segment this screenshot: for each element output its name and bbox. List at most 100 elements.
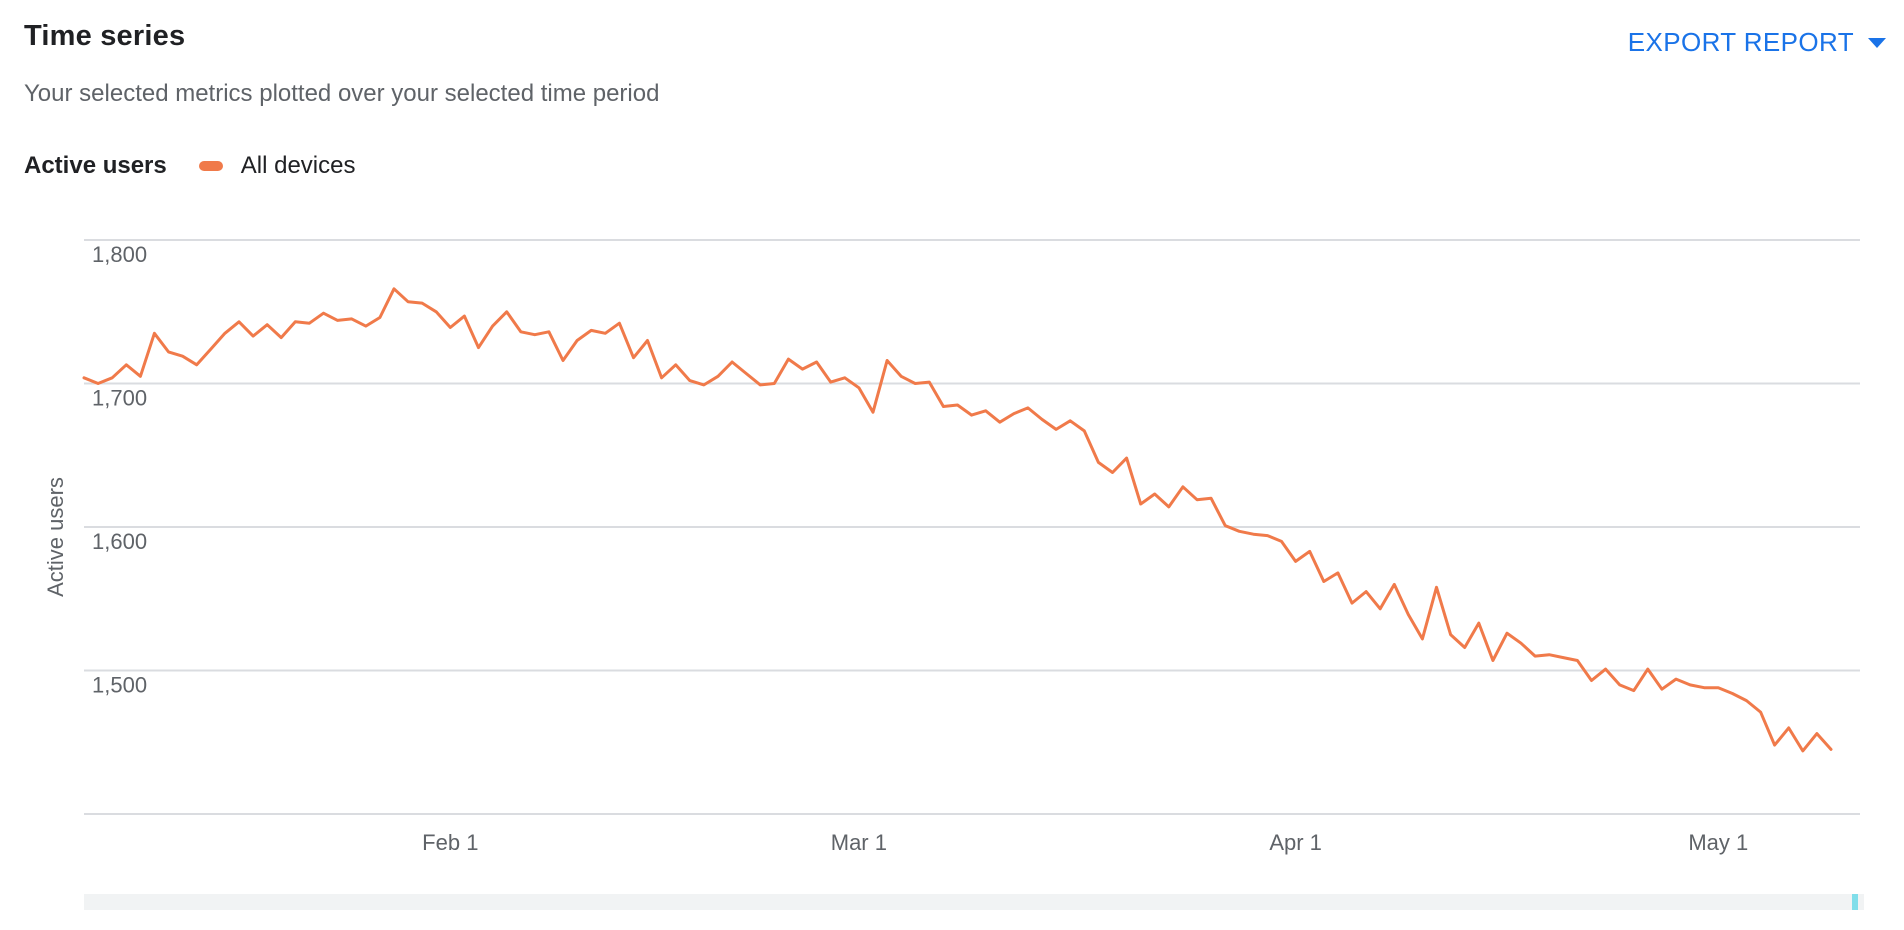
data-point xyxy=(1745,699,1748,702)
data-point xyxy=(984,409,987,412)
data-point xyxy=(688,379,691,382)
data-point xyxy=(942,405,945,408)
data-point xyxy=(1012,412,1016,415)
data-point xyxy=(829,380,832,384)
data-point xyxy=(280,336,283,339)
data-point xyxy=(843,376,846,379)
data-point xyxy=(1336,571,1340,575)
legend-metric-label: Active users xyxy=(24,152,167,179)
data-point xyxy=(1111,471,1114,474)
data-point xyxy=(1350,601,1354,605)
data-point xyxy=(674,363,677,366)
data-point xyxy=(1393,583,1396,586)
data-point xyxy=(1660,688,1664,691)
data-point xyxy=(1238,530,1241,533)
data-point xyxy=(1054,428,1058,431)
data-point xyxy=(1646,667,1650,671)
data-point xyxy=(1576,659,1579,662)
data-point xyxy=(1674,677,1678,681)
data-point xyxy=(1252,533,1255,536)
data-point xyxy=(519,330,522,333)
data-point xyxy=(928,380,931,384)
data-point xyxy=(1548,653,1551,656)
data-point xyxy=(618,322,621,325)
scrollbar-handle[interactable] xyxy=(1852,894,1858,910)
data-point xyxy=(125,363,128,366)
data-point xyxy=(646,339,649,342)
data-point xyxy=(322,312,325,315)
data-point xyxy=(885,359,889,362)
data-point xyxy=(1026,406,1030,410)
x-tick-label: Mar 1 xyxy=(831,830,887,855)
data-point xyxy=(1562,656,1565,659)
data-point xyxy=(139,375,142,378)
data-point xyxy=(660,376,663,379)
data-point xyxy=(1167,505,1171,509)
data-point xyxy=(604,332,607,335)
data-point xyxy=(590,329,593,332)
data-point xyxy=(1407,613,1410,616)
data-point xyxy=(1308,550,1311,553)
caret-down-icon xyxy=(1868,38,1886,48)
data-point xyxy=(1364,590,1368,593)
data-point xyxy=(435,310,438,313)
data-point xyxy=(745,372,748,375)
data-point xyxy=(759,383,762,387)
data-point xyxy=(730,360,734,364)
x-tick-label: May 1 xyxy=(1688,830,1748,855)
data-point xyxy=(449,326,452,329)
data-point xyxy=(871,411,875,414)
data-point xyxy=(702,383,706,387)
data-point xyxy=(237,320,241,323)
data-point xyxy=(491,324,494,328)
data-point xyxy=(998,421,1001,424)
data-point xyxy=(378,316,382,319)
data-point xyxy=(392,287,396,290)
data-point xyxy=(1618,683,1621,687)
data-point xyxy=(406,300,410,303)
data-point xyxy=(857,386,861,389)
data-point xyxy=(1294,560,1297,563)
data-point xyxy=(956,403,959,407)
data-point xyxy=(1195,498,1199,501)
data-point xyxy=(1224,524,1227,527)
data-point xyxy=(1181,485,1185,488)
data-point xyxy=(1280,540,1283,543)
data-point xyxy=(561,359,565,362)
data-point xyxy=(223,332,227,335)
data-point xyxy=(1477,621,1481,625)
legend-series-label[interactable]: All devices xyxy=(240,152,356,179)
data-point xyxy=(294,320,297,323)
x-tick-label: Feb 1 xyxy=(422,830,478,855)
data-point xyxy=(1519,642,1523,645)
data-point xyxy=(914,382,917,385)
chart-range-scrollbar[interactable] xyxy=(84,894,1864,910)
data-point xyxy=(1688,683,1692,687)
data-point xyxy=(1125,456,1128,460)
data-point xyxy=(1040,418,1044,421)
data-point xyxy=(1632,689,1636,692)
data-point xyxy=(1421,637,1424,641)
data-point xyxy=(1533,654,1537,658)
card-title: Time series xyxy=(24,20,186,52)
data-point xyxy=(1266,534,1269,537)
chart-legend: Active users All devices xyxy=(24,152,355,180)
data-point xyxy=(1491,659,1495,662)
data-point xyxy=(801,367,804,371)
export-report-button[interactable]: EXPORT REPORT xyxy=(1628,22,1886,62)
data-point xyxy=(1449,633,1452,636)
data-point xyxy=(336,319,339,322)
data-point xyxy=(350,317,353,321)
data-point xyxy=(96,382,100,385)
legend-series-swatch xyxy=(198,161,223,171)
data-point xyxy=(477,346,480,349)
data-point xyxy=(1801,749,1805,753)
data-point xyxy=(195,363,198,366)
data-point xyxy=(1153,492,1156,496)
card-subtitle: Your selected metrics plotted over your … xyxy=(24,80,660,107)
data-point xyxy=(1379,607,1382,610)
data-point xyxy=(82,376,86,379)
data-point xyxy=(111,376,114,379)
data-point xyxy=(1829,748,1833,751)
